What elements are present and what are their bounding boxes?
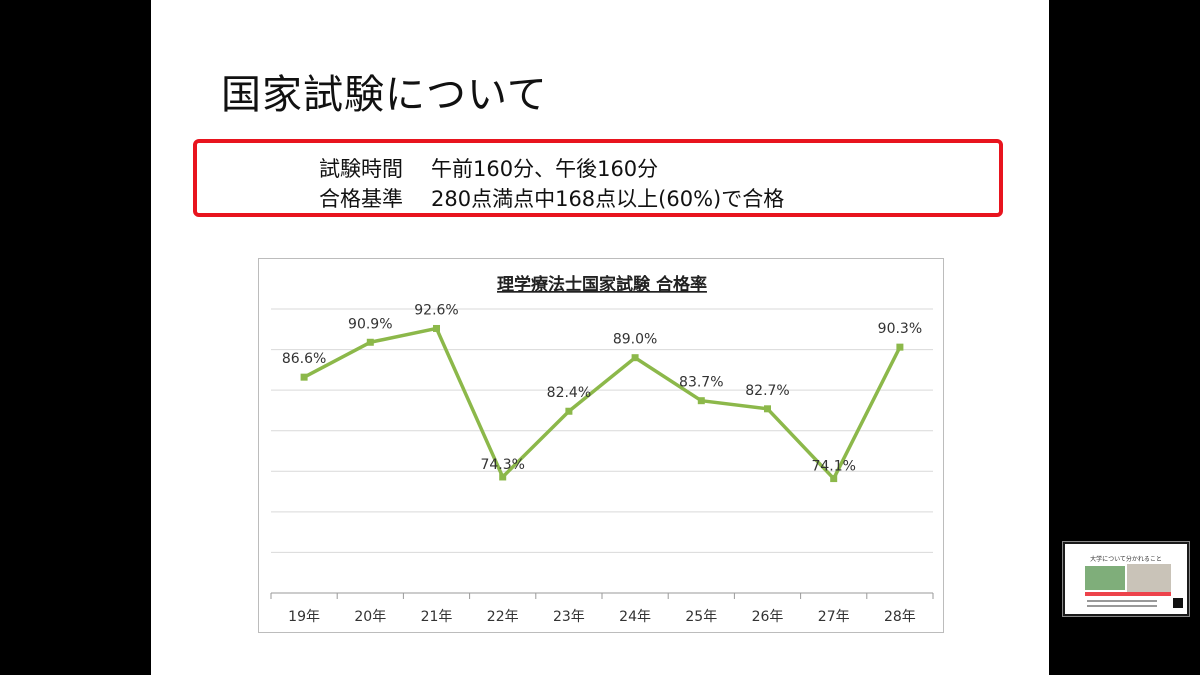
pass-rate-chart: 理学療法士国家試験 合格率 19年 20年 21年 22年 23年 24年 25年 26年 27… — [258, 258, 944, 633]
chart-data-point — [764, 405, 771, 413]
chart-x-tick-label: 23年 — [553, 609, 585, 625]
chart-x-tick-label: 26年 — [752, 609, 784, 625]
chart-data-label: 83.7% — [679, 375, 723, 391]
exam-info-box: 試験時間 午前160分、午後160分 合格基準 280点満点中168点以上(60%)… — [193, 139, 1003, 217]
exam-time-value: 午前160分、午後160分 — [431, 157, 659, 181]
chart-series-line — [303, 326, 902, 481]
chart-x-tick-label: 22年 — [487, 609, 519, 625]
chart-gridlines — [271, 308, 933, 594]
thumbnail-text-line — [1087, 600, 1157, 602]
slide-thumbnail[interactable]: 大学について分かれること — [1063, 542, 1189, 616]
chart-data-point — [366, 338, 374, 346]
chart-series-pass-rate — [300, 324, 904, 483]
chart-data-point — [830, 475, 838, 483]
exam-time-line: 試験時間 午前160分、午後160分 — [319, 153, 658, 183]
thumbnail-photo-left — [1085, 566, 1125, 590]
chart-data-label: 90.9% — [348, 316, 392, 332]
chart-svg: 理学療法士国家試験 合格率 19年 20年 21年 22年 23年 24年 25年 26年 27… — [270, 274, 934, 625]
pass-criteria-label: 合格基準 — [319, 187, 403, 211]
chart-x-tick-label: 25年 — [685, 609, 717, 625]
thumbnail-title: 大学について分かれること — [1090, 556, 1162, 563]
pass-criteria-line: 合格基準 280点満点中168点以上(60%)で合格 — [319, 183, 784, 213]
chart-x-tick-label: 19年 — [288, 609, 320, 625]
pass-criteria-value: 280点満点中168点以上(60%)で合格 — [431, 187, 785, 211]
chart-data-label: 90.3% — [878, 321, 922, 337]
chart-x-tick-label: 20年 — [354, 609, 386, 625]
chart-x-tick-label: 27年 — [818, 609, 850, 625]
presentation-slide: 国家試験について 試験時間 午前160分、午後160分 合格基準 280点満点中16… — [151, 0, 1049, 675]
chart-data-label: 89.0% — [613, 332, 657, 348]
chart-data-label: 86.6% — [282, 351, 326, 367]
chart-x-tick-label: 28年 — [884, 609, 916, 625]
thumbnail-photo-right — [1127, 564, 1171, 592]
chart-data-label: 74.1% — [811, 459, 855, 475]
chart-data-point — [499, 473, 507, 481]
chart-data-label: 82.4% — [547, 385, 591, 401]
chart-data-label: 74.3% — [480, 457, 524, 473]
chart-data-labels: 86.6% 90.9% 92.6% 74.3% 82.4% 89.0% 83.7% 82.7%… — [282, 302, 922, 474]
chart-x-tick-label: 21年 — [421, 609, 453, 625]
chart-data-point — [300, 373, 308, 381]
chart-title: 理学療法士国家試験 合格率 — [497, 274, 707, 295]
chart-x-axis: 19年 20年 21年 22年 23年 24年 25年 26年 27年 28年 — [270, 593, 934, 625]
chart-data-point — [433, 324, 440, 332]
thumbnail-text-line — [1087, 605, 1157, 607]
chart-data-point — [631, 354, 639, 362]
chart-data-point — [697, 397, 705, 405]
chart-data-point — [896, 343, 904, 351]
thumbnail-highlight — [1085, 592, 1171, 596]
chart-data-point — [565, 407, 573, 415]
chart-data-label: 92.6% — [414, 302, 458, 318]
chart-data-label: 82.7% — [745, 383, 789, 399]
thumbnail-corner-icon — [1173, 598, 1183, 608]
slide-title: 国家試験について — [221, 72, 548, 118]
exam-time-label: 試験時間 — [319, 157, 403, 181]
chart-x-tick-label: 24年 — [619, 609, 651, 625]
